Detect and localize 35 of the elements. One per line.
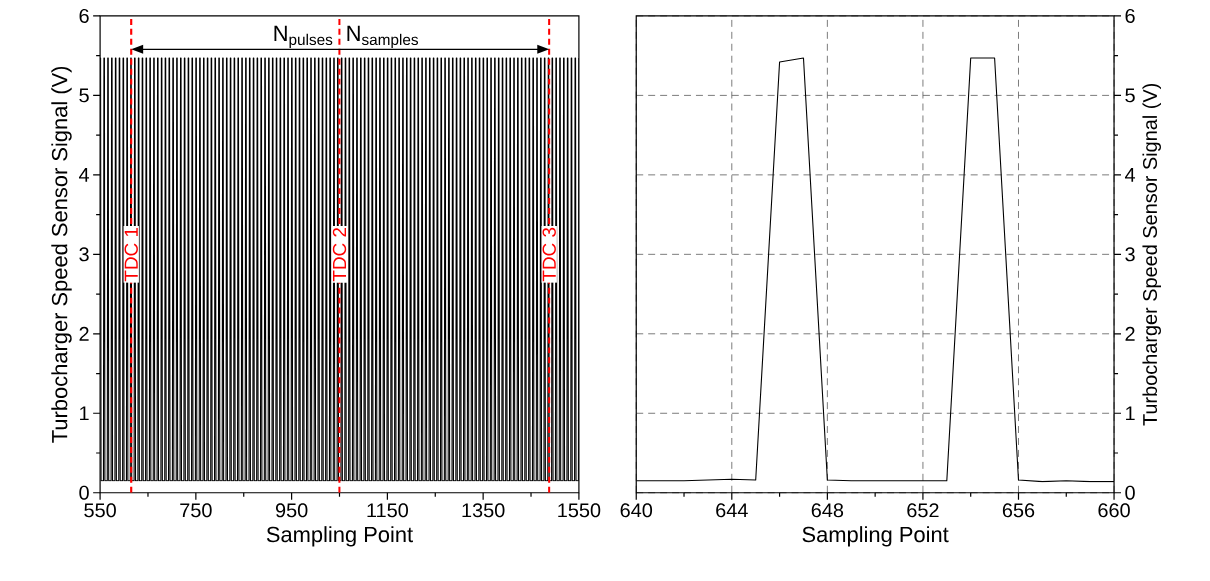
y-tick-label: 2: [1125, 326, 1135, 341]
y-tick-label: 1: [80, 406, 89, 420]
x-axis-title: Sampling Point: [266, 525, 413, 547]
x-tick-label: 652: [907, 503, 939, 518]
y-tick-label: 5: [1125, 88, 1135, 103]
y-tick-label: 2: [79, 326, 89, 341]
annotation: N$_{pulses}$: [274, 25, 333, 48]
x-tick-label: 950: [275, 503, 308, 518]
y-tick-label: 3: [79, 247, 89, 262]
x-tick-label: 1550: [558, 503, 601, 518]
y-tick-label: 0: [1125, 485, 1135, 500]
x-tick-label: 750: [180, 503, 212, 518]
ref-line-label: TDC 2: [332, 227, 347, 282]
annotation: N$_{samples}$: [347, 25, 419, 48]
x-tick-label: 1150: [367, 503, 408, 518]
x-tick-label: 1350: [462, 503, 505, 518]
x-tick-label: 550: [84, 503, 116, 518]
x-axis-title: Sampling Point: [802, 525, 949, 547]
y-axis-title: Turbocharger Speed Sensor Signal (V): [51, 66, 72, 443]
x-tick-label: 656: [1002, 503, 1035, 518]
x-tick-label: 644: [716, 503, 748, 518]
y-axis-title: Turbocharger Speed Sensor Signal (V): [1142, 83, 1161, 426]
y-tick-label: 1: [1126, 406, 1135, 420]
ref-line-label: TDC 1: [124, 227, 138, 282]
y-tick-label: 6: [1125, 8, 1135, 23]
y-tick-label: 3: [1125, 247, 1135, 262]
y-tick-label: 5: [79, 88, 89, 103]
x-tick-label: 640: [620, 503, 653, 518]
y-tick-label: 4: [1124, 167, 1136, 182]
y-tick-label: 6: [79, 8, 89, 23]
x-tick-label: 648: [811, 503, 844, 518]
x-tick-label: 660: [1098, 503, 1130, 518]
ref-line-label: TDC 3: [542, 227, 556, 282]
y-tick-label: 0: [79, 485, 89, 500]
y-tick-label: 4: [78, 167, 90, 182]
